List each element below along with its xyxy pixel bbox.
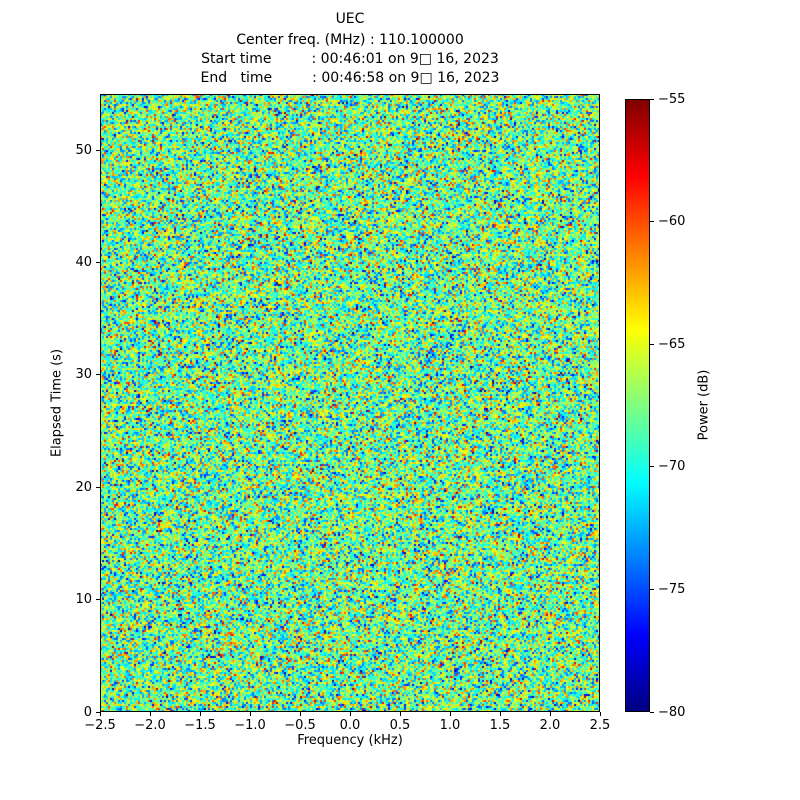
y-tick-mark (96, 711, 100, 713)
colorbar-tick-mark (650, 343, 654, 345)
y-axis-label: Elapsed Time (s) (49, 348, 65, 458)
x-tick-label: −2.0 (134, 718, 166, 733)
y-tick-label: 30 (75, 367, 92, 383)
start-time-line: Start time : 00:46:01 on 9□ 16, 2023 (201, 51, 499, 67)
y-tick-mark (96, 486, 100, 488)
x-tick-label: 1.0 (439, 718, 461, 733)
x-tick-label: 2.0 (539, 718, 561, 733)
y-tick-label: 40 (75, 255, 92, 271)
x-tick-label: −0.5 (284, 718, 316, 733)
colorbar-tick-mark (650, 221, 654, 223)
y-tick-label: 10 (75, 592, 92, 608)
x-tick-mark (499, 712, 501, 716)
colorbar-tick-label: −70 (658, 459, 686, 475)
x-tick-mark (599, 712, 601, 716)
x-tick-label: 2.5 (589, 718, 611, 733)
y-tick-label: 20 (75, 479, 92, 495)
spectrogram-canvas (100, 94, 600, 712)
colorbar-tick-mark (650, 466, 654, 468)
end-time-line: End time : 00:46:58 on 9□ 16, 2023 (200, 70, 500, 86)
chart-title: UEC (335, 11, 365, 27)
x-tick-mark (149, 712, 151, 716)
colorbar-tick-mark (650, 588, 654, 590)
x-tick-mark (99, 712, 101, 716)
y-tick-mark (96, 262, 100, 264)
colorbar-label: Power (dB) (696, 369, 712, 441)
colorbar-tick-label: −55 (658, 91, 686, 107)
y-tick-mark (96, 149, 100, 151)
x-tick-label: −1.5 (184, 718, 216, 733)
x-tick-mark (349, 712, 351, 716)
y-tick-mark (96, 374, 100, 376)
colorbar-tick-mark (650, 98, 654, 100)
colorbar-tick-label: −65 (658, 336, 686, 352)
x-tick-label: −2.5 (84, 718, 116, 733)
x-tick-label: 0.0 (339, 718, 361, 733)
x-axis-label: Frequency (kHz) (297, 733, 403, 748)
x-tick-mark (449, 712, 451, 716)
colorbar-tick-label: −80 (658, 704, 686, 720)
x-tick-mark (549, 712, 551, 716)
x-tick-mark (299, 712, 301, 716)
y-tick-mark (96, 599, 100, 601)
x-tick-mark (199, 712, 201, 716)
y-tick-label: 50 (75, 142, 92, 158)
colorbar-tick-mark (650, 711, 654, 713)
colorbar-gradient (625, 99, 650, 712)
x-tick-mark (399, 712, 401, 716)
y-tick-label: 0 (83, 704, 92, 720)
x-tick-label: −1.0 (234, 718, 266, 733)
x-tick-mark (249, 712, 251, 716)
center-freq-line: Center freq. (MHz) : 110.100000 (236, 32, 464, 48)
x-tick-label: 0.5 (389, 718, 411, 733)
colorbar-tick-label: −60 (658, 214, 686, 230)
colorbar-tick-label: −75 (658, 581, 686, 597)
x-tick-label: 1.5 (489, 718, 511, 733)
